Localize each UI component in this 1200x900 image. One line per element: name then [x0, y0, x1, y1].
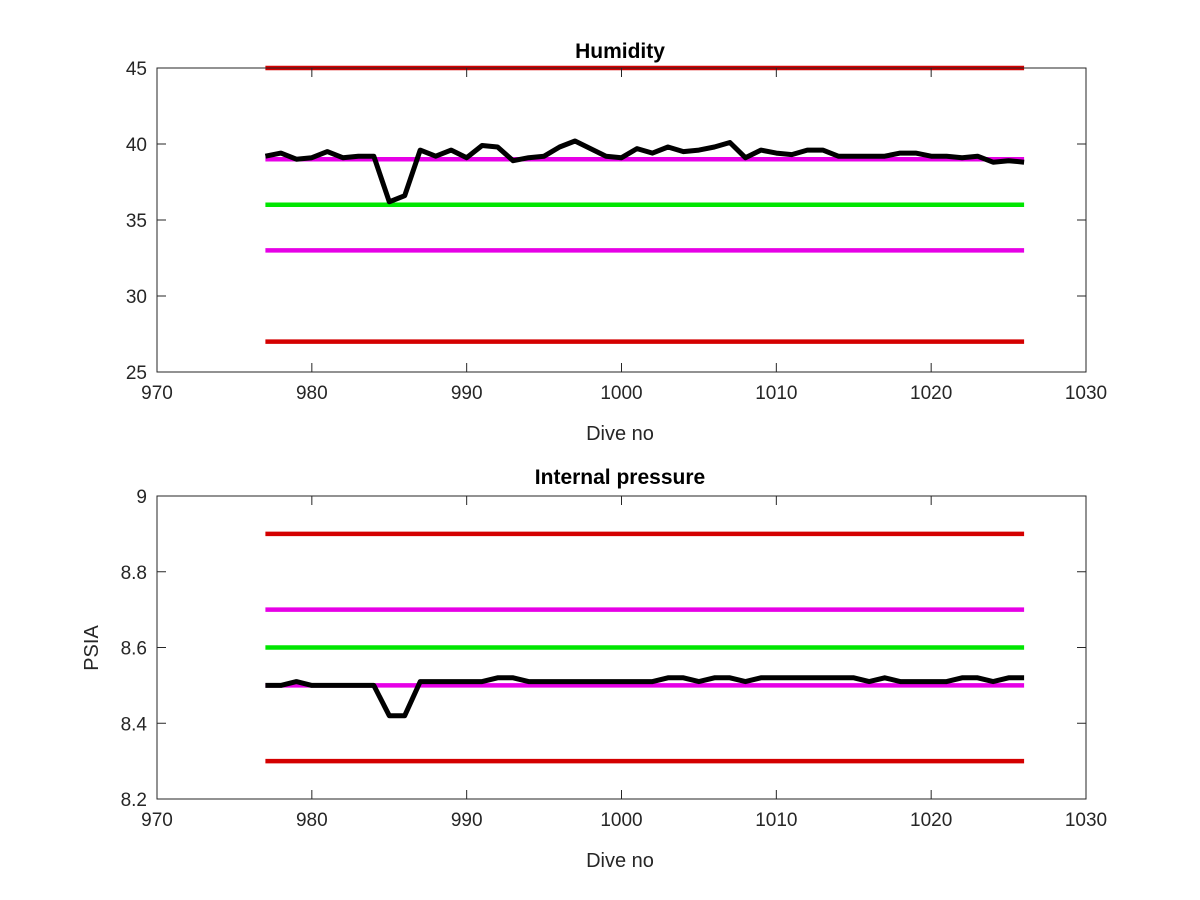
humidity-y-tick-label: 35	[126, 211, 147, 232]
humidity-x-axis-label: Dive no	[586, 423, 654, 445]
internal-pressure-data-line	[265, 675, 1025, 719]
internal-pressure-x-tick-label: 980	[296, 810, 328, 831]
internal-pressure-y-tick-label: 8.2	[121, 790, 147, 811]
internal-pressure-y-tick-label: 8.4	[121, 714, 148, 735]
humidity-panel: Humidity 970 980 990 1000 1010 1020 1030 25 30 35…	[126, 40, 1107, 445]
humidity-x-tick-label: 1020	[910, 383, 952, 404]
internal-pressure-y-tick-label: 8.8	[121, 563, 147, 584]
internal-pressure-title: Internal pressure	[535, 466, 705, 489]
humidity-x-tick-label: 990	[451, 383, 483, 404]
internal-pressure-x-tick-label: 1030	[1065, 810, 1107, 831]
humidity-ticks-layer: 970 980 990 1000 1010 1020 1030 25 30 35 40 45	[126, 59, 1107, 404]
internal-pressure-x-tick-label: 1010	[755, 810, 797, 831]
humidity-axes-box	[156, 67, 1087, 373]
humidity-x-tick-label: 1000	[600, 383, 642, 404]
internal-pressure-y-axis-label: PSIA	[81, 625, 103, 671]
internal-pressure-x-tick-label: 990	[451, 810, 483, 831]
internal-pressure-x-tick-label: 1020	[910, 810, 952, 831]
internal-pressure-panel: Internal pressure 970 980 990 1000 1010 1020 1…	[81, 466, 1107, 872]
internal-pressure-ticks-layer: 970 980 990 1000 1010 1020 1030 8.2 8.4 8.6 8.8 9	[121, 487, 1108, 831]
internal-pressure-x-tick-label: 970	[141, 810, 173, 831]
humidity-x-tick-label: 980	[296, 383, 328, 404]
internal-pressure-series-layer	[265, 531, 1025, 764]
humidity-x-tick-label: 1010	[755, 383, 797, 404]
internal-pressure-y-tick-label: 9	[136, 487, 147, 508]
internal-pressure-y-tick-label: 8.6	[121, 639, 147, 660]
humidity-y-tick-label: 25	[126, 363, 147, 384]
humidity-series-layer	[264, 65, 1025, 344]
humidity-y-tick-label: 45	[126, 59, 147, 80]
humidity-data-line	[264, 138, 1025, 205]
humidity-x-tick-label: 970	[141, 383, 173, 404]
internal-pressure-x-axis-label: Dive no	[586, 850, 654, 872]
humidity-x-tick-label: 1030	[1065, 383, 1107, 404]
humidity-y-tick-label: 30	[126, 287, 147, 308]
internal-pressure-x-tick-label: 1000	[600, 810, 642, 831]
humidity-title: Humidity	[575, 40, 665, 63]
humidity-y-tick-label: 40	[126, 135, 147, 156]
